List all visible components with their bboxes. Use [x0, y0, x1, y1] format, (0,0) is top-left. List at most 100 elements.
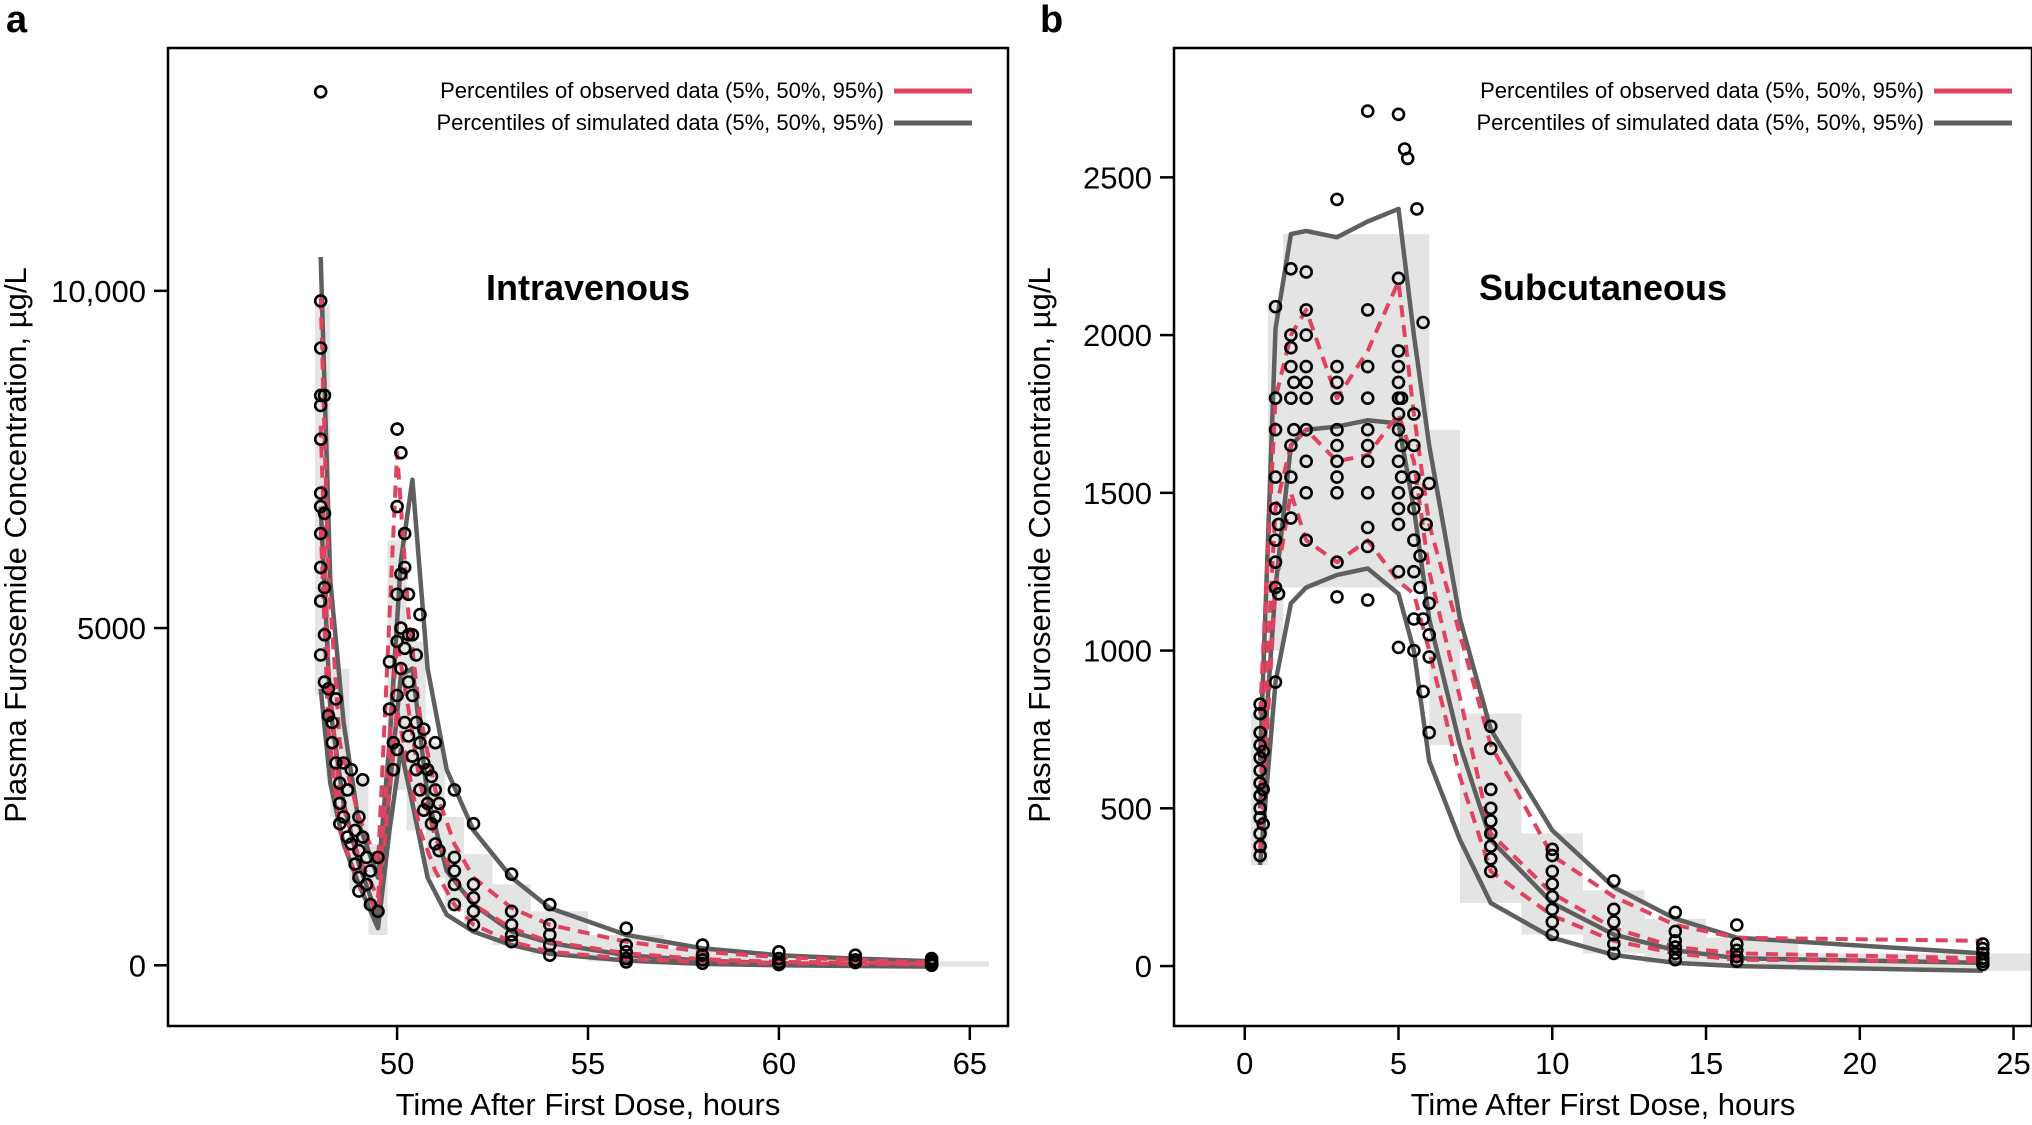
panel-b-data-point [1299, 533, 1313, 548]
panel-a-annotation: Intravenous [486, 267, 690, 308]
panel-b-data-point [1545, 915, 1560, 929]
panel-b-data-point [1413, 580, 1427, 595]
panel-b: b Subcutaneous Percentiles of observed d… [1022, 0, 2032, 1122]
panel-a-data-point [359, 877, 374, 892]
panel-a-data-point [332, 796, 347, 811]
panel-a-data-point [447, 897, 462, 912]
panel-a-data-point [409, 715, 424, 730]
panel-b-data-point [1607, 915, 1621, 929]
panel-b-data-point [1284, 511, 1298, 525]
panel-a-data-point [386, 735, 401, 750]
panel-b-simulated-p5 [1257, 566, 1983, 974]
panel-a-band-15 [893, 961, 989, 967]
panel-b-data-point [1330, 590, 1344, 604]
panel-b-data-point [1253, 725, 1267, 740]
panel-b-data-point [1268, 470, 1283, 484]
panel-a-data-point [390, 742, 404, 757]
panel-b-data-point [1484, 814, 1498, 828]
panel-b-data-point [1545, 842, 1560, 857]
panel-b-data-point [1330, 438, 1344, 453]
panel-b-data-point [1394, 391, 1409, 406]
panel-a-data-point [336, 756, 351, 770]
panel-b-data-point [1391, 564, 1406, 579]
panel-a-data-point [405, 688, 420, 703]
panel-a-y-axis-title: Plasma Furosemide Concentration, µg/L [0, 267, 33, 822]
panel-b-data-point [1299, 303, 1313, 317]
panel-b-x-tick-label: 5 [1390, 1046, 1407, 1081]
panel-a-data-point [313, 486, 328, 501]
panel-b-y-tick-label: 2500 [1083, 160, 1152, 195]
panel-b-data-point [1299, 375, 1313, 390]
panel-b-data-point [1391, 271, 1406, 286]
panel-b-data-point [1253, 839, 1267, 854]
panel-b-data-point [1330, 485, 1344, 500]
panel-a-data-point [325, 735, 340, 750]
panel-a-data-point [409, 648, 424, 662]
panel-a-data-point [424, 816, 439, 831]
panel-b-data-point [1422, 627, 1436, 642]
panel-a-data-point [504, 904, 519, 919]
panel-b-y-tick-label: 2000 [1083, 318, 1152, 353]
panel-a-data-point [466, 904, 481, 919]
panel-a-data-point [504, 928, 519, 942]
panel-b-data-point [1253, 848, 1267, 863]
panel-b-data-point [1400, 151, 1415, 166]
panel-b-data-point [1360, 104, 1375, 118]
panel-a-data-point [397, 641, 412, 656]
panel-a-x-tick-label: 65 [953, 1046, 987, 1081]
panel-a-data-point [390, 634, 404, 649]
panel-b-data-point [1284, 391, 1298, 406]
panel-a-data-point [317, 627, 332, 642]
panel-a-data-point [371, 850, 385, 865]
panel-b-data-point [1394, 438, 1409, 453]
panel-b-data-point [1416, 684, 1430, 699]
panel-b-data-point [1607, 937, 1621, 951]
panel-a-y-tick-label: 0 [129, 948, 146, 983]
panel-b-data-point [1253, 706, 1267, 721]
panel-b-data-point [1360, 454, 1375, 469]
panel-b-data-point [1413, 549, 1427, 563]
panel-b-data-point [1484, 839, 1498, 854]
panel-b-data-point [1422, 596, 1436, 611]
panel-b-data-point [1253, 697, 1267, 712]
panel-b-data-point [1271, 586, 1286, 601]
panel-b-data-point [1407, 564, 1421, 579]
panel-b-data-point [1360, 359, 1375, 374]
panel-b-data-point [1330, 555, 1344, 570]
panel-b-plot-area [1250, 104, 2032, 974]
panel-a-data-point [424, 769, 439, 784]
panel-a-data-point [397, 560, 412, 575]
panel-b-data-point [1284, 328, 1298, 342]
panel-b-data-point [1668, 905, 1683, 920]
panel-b-data-point [1407, 470, 1421, 484]
panel-a-data-point [355, 772, 370, 787]
panel-a-data-point [329, 692, 343, 706]
panel-a-data-point [416, 803, 431, 818]
panel-b-data-point [1730, 937, 1744, 951]
panel-b-data-point [1668, 933, 1683, 948]
panel-b-data-point [1391, 501, 1406, 516]
panel-a-data-point [394, 445, 408, 460]
panel-b-letter: b [1040, 0, 1063, 41]
panel-a-data-point [329, 756, 343, 770]
panel-b-data-point [1407, 612, 1421, 626]
panel-a-data-point [390, 422, 404, 436]
panel-b-data-point [1668, 940, 1683, 954]
panel-a-data-point [313, 560, 328, 575]
panel-a-data-point [313, 499, 328, 514]
panel-b-data-point [1410, 202, 1424, 216]
panel-b-data-point [1407, 533, 1421, 548]
panel-a-data-point [413, 783, 427, 797]
panel-b-data-point [1607, 902, 1621, 917]
panel-b-data-point [1484, 864, 1498, 879]
panel-a-data-point [466, 890, 481, 905]
panel-a-legend-observed-label: Percentiles of observed data (5%, 50%, 9… [440, 78, 884, 103]
panel-a-data-point [416, 756, 431, 770]
panel-b-data-point [1407, 407, 1421, 421]
panel-b-data-point [1976, 946, 1990, 961]
panel-b-y-tick-label: 500 [1100, 791, 1152, 826]
panel-b-x-axis-title: Time After First Dose, hours [1411, 1087, 1796, 1120]
panel-b-data-point [1545, 902, 1560, 917]
panel-a-data-point [317, 506, 332, 521]
